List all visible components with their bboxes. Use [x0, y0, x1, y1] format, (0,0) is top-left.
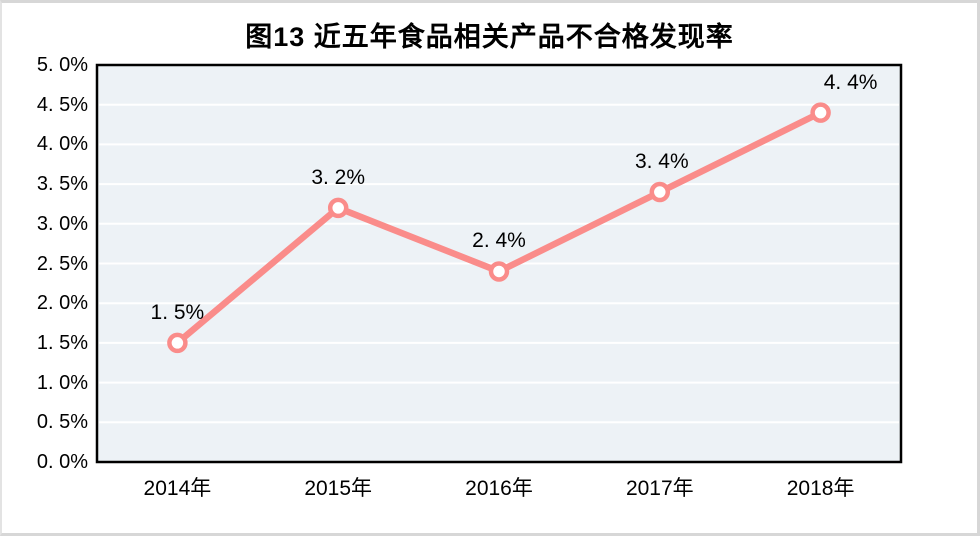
y-tick-label: 3. 5% [36, 173, 88, 196]
data-point-marker [167, 332, 188, 354]
data-point-marker [649, 181, 671, 203]
data-label: 3. 4% [634, 150, 689, 174]
y-tick-label: 3. 0% [36, 212, 88, 235]
x-tick-label: 2018年 [786, 477, 855, 500]
data-label: 2. 4% [472, 229, 526, 253]
y-tick-label: 5. 0% [36, 54, 88, 76]
y-tick-label: 0. 5% [36, 411, 88, 434]
data-point-marker [488, 261, 510, 282]
data-label: 4. 4% [823, 70, 878, 94]
data-label: 3. 2% [311, 165, 366, 189]
chart-title: 图13 近五年食品相关产品不合格发现率 [245, 22, 734, 52]
y-tick-label: 1. 5% [36, 331, 88, 354]
data-point-marker [327, 197, 349, 219]
y-tick-label: 4. 0% [36, 133, 88, 156]
plot-area [95, 63, 903, 464]
x-tick-label: 2016年 [465, 477, 533, 500]
y-tick-label: 0. 0% [36, 451, 88, 473]
y-tick-label: 2. 0% [36, 292, 88, 315]
y-tick-label: 1. 0% [36, 371, 88, 394]
x-tick-label: 2017年 [625, 477, 694, 500]
data-point-marker [810, 102, 831, 123]
x-tick-label: 2014年 [143, 477, 212, 500]
x-tick-label: 2015年 [304, 477, 373, 500]
data-label: 1. 5% [150, 300, 205, 324]
y-tick-label: 2. 5% [36, 252, 88, 275]
y-tick-label: 4. 5% [36, 93, 88, 116]
